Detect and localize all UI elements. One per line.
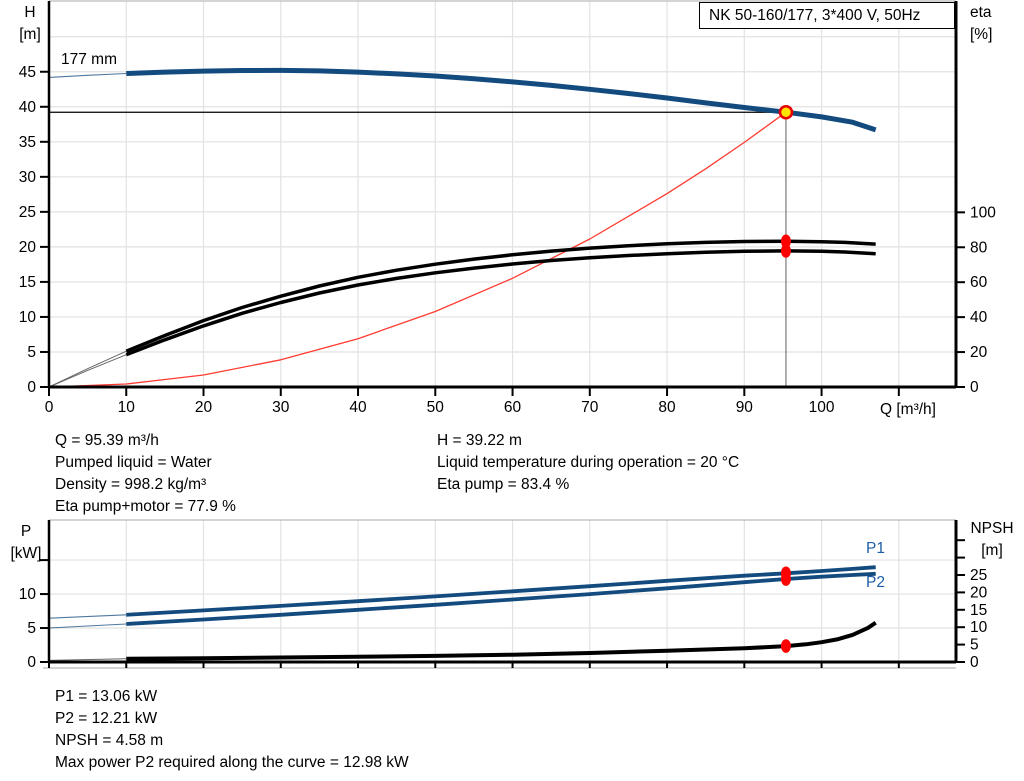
- y-right-tick-label: 10: [970, 619, 988, 636]
- head-curve-177mm: [126, 67, 877, 133]
- y-right-tick-label: 0: [970, 379, 979, 396]
- p-axis-title: P [kW]: [10, 523, 42, 562]
- y-left-tick-label: 25: [19, 204, 36, 221]
- y-right-tick-label: 20: [970, 584, 988, 601]
- y-left-tick-label: 10: [19, 309, 37, 326]
- y-left-tick-label: 5: [27, 620, 36, 637]
- p2-point: [780, 572, 791, 586]
- info-p2: P2 = 12.21 kW: [55, 710, 158, 727]
- duty-point[interactable]: [778, 104, 794, 120]
- p2-curve-label: P2: [866, 574, 885, 591]
- chart-title-box: NK 50-160/177, 3*400 V, 50Hz: [699, 2, 955, 29]
- chart-title: NK 50-160/177, 3*400 V, 50Hz: [709, 6, 921, 24]
- y-left-tick-label: 0: [27, 654, 36, 671]
- impeller-diameter-label: 177 mm: [61, 51, 117, 68]
- y-right-tick-label: 25: [970, 567, 987, 584]
- eta-pump-motor-point: [780, 244, 791, 258]
- info-eta-pump: Eta pump = 83.4 %: [437, 476, 570, 493]
- x-tick-label: 90: [736, 399, 754, 416]
- y-right-tick-label: 5: [970, 637, 979, 654]
- y-left-tick-label: 35: [19, 134, 36, 151]
- info-h: H = 39.22 m: [437, 432, 522, 449]
- info-liquid-temp: Liquid temperature during operation = 20…: [437, 454, 740, 471]
- x-tick-label: 30: [272, 399, 290, 416]
- eta-pump-curve: [125, 239, 876, 353]
- p2-curve-lead: [48, 623, 127, 629]
- y-left-tick-label: 45: [19, 64, 36, 81]
- duty-info-right: H = 39.22 m Liquid temperature during op…: [437, 430, 739, 496]
- npsh-curve: [126, 621, 877, 661]
- x-tick-label: 50: [427, 399, 445, 416]
- y-right-tick-label: 60: [970, 274, 988, 291]
- y-left-tick-label: 20: [19, 239, 37, 256]
- info-pumped-liquid: Pumped liquid = Water: [55, 454, 212, 471]
- npsh-axis-title: NPSH [m]: [970, 520, 1014, 559]
- info-q: Q = 95.39 m³/h: [55, 432, 159, 449]
- head-efficiency-chart: 0 10 20 30 40 50 60 70 80 90 100 0 5 10 15 20 25 30 35 40 45…: [19, 0, 996, 416]
- y-right-tick-label: 40: [970, 309, 988, 326]
- x-tick-label: 10: [118, 399, 136, 416]
- info-max-p2: Max power P2 required along the curve = …: [55, 754, 409, 771]
- y-right-tick-label: 15: [970, 602, 987, 619]
- eta-axis-title: eta [%]: [970, 4, 993, 43]
- x-tick-label: 100: [809, 399, 835, 416]
- p1-curve-lead: [48, 614, 127, 619]
- p2-curve: [126, 571, 876, 626]
- q-axis-title: Q [m³/h]: [880, 401, 936, 418]
- x-tick-label: 60: [504, 399, 522, 416]
- x-tick-label: 0: [45, 399, 54, 416]
- y-left-tick-label: 15: [19, 274, 36, 291]
- y-left-tick-label: 10: [19, 586, 37, 603]
- y-right-tick-label: 20: [970, 344, 988, 361]
- eta-pump-motor-curve: [125, 249, 876, 357]
- y-left-tick-label: 40: [19, 99, 37, 116]
- y-right-tick-label: 80: [970, 239, 988, 256]
- power-info: P1 = 13.06 kW P2 = 12.21 kW NPSH = 4.58 …: [55, 686, 409, 774]
- info-npsh: NPSH = 4.58 m: [55, 732, 164, 749]
- y-right-tick-label: 0: [970, 654, 979, 671]
- x-tick-label: 80: [658, 399, 676, 416]
- y-left-tick-label: 5: [27, 344, 36, 361]
- x-tick-label: 20: [195, 399, 213, 416]
- eta-pump-curve-lead: [48, 350, 127, 388]
- x-tick-label: 70: [581, 399, 599, 416]
- system-curve: [48, 111, 787, 388]
- y-left-tick-label: 30: [19, 169, 37, 186]
- npsh-curve-lead: [48, 658, 127, 661]
- head-curve-177mm-lead: [48, 72, 127, 78]
- info-eta-pump-motor: Eta pump+motor = 77.9 %: [55, 498, 236, 515]
- npsh-point: [780, 639, 791, 653]
- p1-curve-label: P1: [866, 540, 885, 557]
- y-right-tick-label: 100: [970, 204, 996, 221]
- info-density: Density = 998.2 kg/m³: [55, 476, 207, 493]
- h-axis-title: H [m]: [19, 4, 41, 43]
- eta-pump-point: [780, 234, 791, 249]
- eta-pump-motor-curve-lead: [48, 354, 127, 388]
- x-tick-label: 40: [349, 399, 367, 416]
- p1-curve: [126, 565, 876, 617]
- y-left-tick-label: 0: [27, 379, 36, 396]
- info-p1: P1 = 13.06 kW: [55, 688, 158, 705]
- duty-info-left: Q = 95.39 m³/h Pumped liquid = Water Den…: [55, 430, 236, 518]
